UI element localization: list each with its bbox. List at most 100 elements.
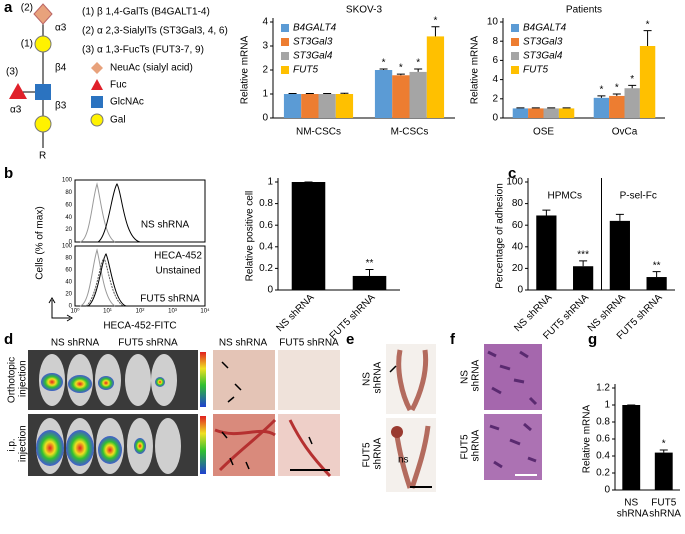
- x-tick-label: NS shRNA: [275, 292, 317, 334]
- bar: [301, 94, 319, 118]
- axis-arrow: [51, 300, 70, 319]
- legend-swatch: [281, 24, 289, 32]
- flow-y-tick: 100: [62, 178, 73, 184]
- flow-frame: [74, 179, 206, 243]
- y-tick-label: 0.8: [259, 198, 273, 209]
- bar: [318, 94, 336, 118]
- error-bar: [659, 449, 668, 453]
- bar: [609, 220, 630, 290]
- legend-icon: [91, 79, 103, 90]
- flow-x-tick: 10³: [168, 309, 177, 315]
- significance: *: [615, 83, 619, 94]
- bond-label: α3: [10, 105, 22, 116]
- bar: [609, 95, 625, 118]
- legend-text: ST3Gal4: [293, 51, 333, 62]
- y-tick-label: 100: [506, 177, 523, 188]
- y-tick-label: 2: [492, 93, 498, 104]
- signal: [41, 373, 63, 391]
- panel-label: a: [4, 0, 13, 16]
- y-axis-label: Relative mRNA: [240, 36, 251, 105]
- flow-label: FUT5 shRNA: [140, 294, 200, 305]
- error-bar: [542, 209, 551, 216]
- error-bar: [431, 26, 440, 37]
- flow-y-tick: 0: [69, 304, 73, 310]
- legend-text: B4GALT4: [523, 23, 567, 34]
- flow-y-tick: 60: [65, 268, 72, 274]
- signal: [66, 430, 94, 466]
- error-bar: [579, 260, 588, 267]
- signal: [98, 376, 114, 390]
- flow-curve: [85, 257, 125, 307]
- significance: *: [399, 63, 403, 74]
- flow-y-label: Cells (% of max): [35, 206, 46, 279]
- flow-frame: [74, 245, 206, 307]
- error-bar: [652, 271, 661, 278]
- root-label: R: [39, 151, 46, 162]
- y-tick-label: 60: [512, 220, 524, 231]
- legend-swatch: [511, 66, 519, 74]
- y-tick-label: 0: [492, 113, 498, 124]
- x-tick-label: M-CSCs: [391, 127, 429, 138]
- imaging-e: ns: [386, 344, 436, 492]
- color-scale: [200, 352, 206, 407]
- y-tick-label: 0.8: [596, 417, 610, 428]
- y-axis-label: Relative positive cell: [245, 191, 256, 282]
- nuclei: [487, 350, 538, 469]
- legend-text: ST3Gal4: [523, 51, 563, 62]
- y-tick-label: 0: [517, 285, 523, 296]
- x-tick-label: FUT5 shRNA: [647, 497, 682, 519]
- bar: [283, 94, 302, 118]
- error-bar: [597, 95, 606, 98]
- panel-label: d: [4, 331, 13, 348]
- signal: [134, 438, 146, 454]
- flow-label: Unstained: [155, 266, 200, 277]
- legend-swatch: [511, 52, 519, 60]
- error-bar: [379, 68, 388, 70]
- y-tick-label: 1.2: [596, 383, 610, 394]
- legend-text: FUT5: [293, 65, 318, 76]
- group-label: P-sel-Fc: [620, 191, 657, 202]
- legend-icon: [91, 96, 103, 108]
- bar: [624, 88, 640, 118]
- bar: [654, 452, 673, 490]
- x-tick-label: OvCa: [612, 127, 638, 138]
- tissue: [396, 349, 429, 412]
- note: ns: [398, 455, 409, 466]
- flow-label: HECA-452: [154, 251, 202, 262]
- bond-label: α3: [55, 23, 67, 34]
- flow-y-tick: 20: [65, 227, 72, 233]
- signal: [36, 430, 64, 466]
- y-tick-label: 40: [512, 241, 524, 252]
- bond-label: β3: [55, 101, 67, 112]
- axis-arrow: [48, 297, 73, 322]
- y-axis-label: Percentage of adhesion: [495, 183, 506, 289]
- panel-label: f: [450, 331, 456, 348]
- y-tick-label: 0.6: [259, 220, 273, 231]
- bar: [409, 71, 427, 118]
- y-tick-label: 0: [267, 285, 273, 296]
- arrow: [221, 361, 313, 470]
- significance: *: [433, 15, 437, 26]
- legend-text: ST3Gal3: [293, 37, 333, 48]
- y-tick-label: 0.2: [259, 263, 273, 274]
- bar: [512, 108, 529, 118]
- enzyme: (1) β 1,4-GalTs (B4GALT1-4): [82, 7, 210, 18]
- significance: ***: [577, 249, 589, 260]
- bar: [646, 277, 667, 290]
- row-label: NS shRNA: [459, 359, 481, 394]
- flow-y-tick: 80: [65, 190, 72, 196]
- y-tick-label: 4: [262, 17, 268, 28]
- glcnac-icon: [35, 84, 51, 100]
- flow-y-tick: 0: [69, 240, 73, 246]
- x-tick-label: NM-CSCs: [296, 127, 341, 138]
- bar: [335, 94, 354, 118]
- flow-y-tick: 20: [65, 292, 72, 298]
- column-label: NS shRNA: [51, 338, 100, 349]
- row-label: FUT5 shRNA: [361, 437, 383, 472]
- bar: [426, 36, 445, 118]
- panel-label: g: [588, 331, 597, 348]
- row-label: Orthotopic injection: [6, 357, 28, 403]
- error-bar: [628, 84, 637, 89]
- bar: [374, 70, 393, 118]
- flow-y-tick: 60: [65, 202, 72, 208]
